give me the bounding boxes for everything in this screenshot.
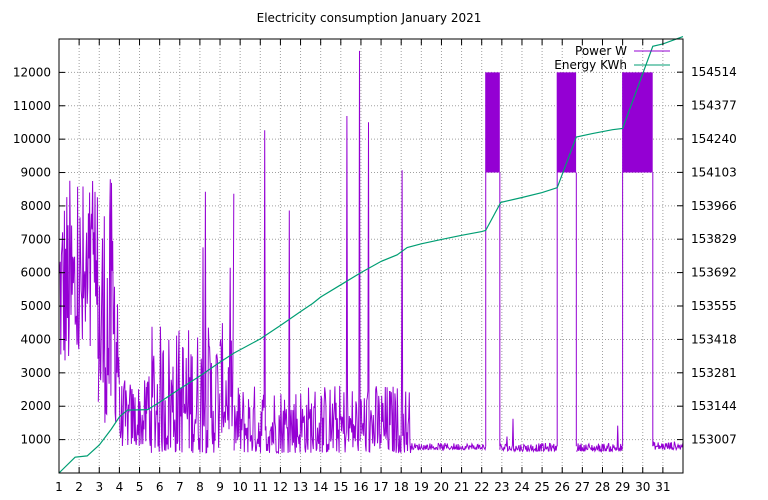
power-segment bbox=[97, 179, 120, 423]
x-tick-label: 5 bbox=[136, 480, 144, 494]
y-right-tick-label: 153555 bbox=[691, 299, 737, 313]
y-left-tick-label: 2000 bbox=[20, 399, 51, 413]
x-tick-label: 17 bbox=[373, 480, 388, 494]
x-tick-label: 30 bbox=[635, 480, 650, 494]
legend-label-energy: Energy KWh bbox=[554, 58, 627, 72]
y-right-tick-label: 154514 bbox=[691, 65, 737, 79]
power-segment bbox=[146, 191, 221, 454]
x-tick-label: 4 bbox=[116, 480, 124, 494]
y-right-tick-label: 153281 bbox=[691, 366, 737, 380]
x-tick-label: 9 bbox=[216, 480, 224, 494]
legend-label-power: Power W bbox=[575, 44, 627, 58]
x-tick-label: 11 bbox=[253, 480, 268, 494]
x-tick-label: 18 bbox=[394, 480, 409, 494]
power-segment bbox=[410, 442, 487, 452]
power-segment bbox=[485, 72, 501, 447]
x-tick-label: 16 bbox=[353, 480, 368, 494]
chart-title: Electricity consumption January 2021 bbox=[257, 11, 482, 25]
x-tick-label: 13 bbox=[293, 480, 308, 494]
y-left-tick-label: 11000 bbox=[13, 99, 51, 113]
x-tick-label: 10 bbox=[233, 480, 248, 494]
x-tick-label: 28 bbox=[595, 480, 610, 494]
power-segment bbox=[499, 418, 558, 453]
power-segment bbox=[219, 193, 235, 433]
y-left-tick-label: 9000 bbox=[20, 166, 51, 180]
y-right-tick-label: 154103 bbox=[691, 165, 737, 179]
energy-series bbox=[58, 36, 684, 474]
x-tick-label: 7 bbox=[176, 480, 184, 494]
y-left-tick-label: 1000 bbox=[20, 433, 51, 447]
plot-frame bbox=[58, 38, 684, 474]
axes: 1 2 3 4 5 6 7 8 9 10 11 12 13 14 15 16 17 18 19 20 21 22 23 24 2… bbox=[13, 38, 737, 494]
x-tick-label: 26 bbox=[555, 480, 570, 494]
y-right-tick-label: 153418 bbox=[691, 332, 737, 346]
y-left-tick-label: 10000 bbox=[13, 132, 51, 146]
x-tick-label: 29 bbox=[615, 480, 630, 494]
y-right-tick-label: 153966 bbox=[691, 199, 737, 213]
y-left-tick-label: 6000 bbox=[20, 266, 51, 280]
power-series bbox=[58, 50, 684, 455]
x-tick-label: 20 bbox=[434, 480, 449, 494]
x-tick-label: 8 bbox=[196, 480, 204, 494]
y-right-tick-label: 154377 bbox=[691, 99, 737, 113]
x-tick-label: 22 bbox=[474, 480, 489, 494]
y-left-tick-label: 7000 bbox=[20, 232, 51, 246]
x-tick-label: 14 bbox=[313, 480, 328, 494]
power-segment bbox=[556, 72, 577, 447]
y-right-tick-label: 153829 bbox=[691, 232, 737, 246]
x-tick-label: 24 bbox=[514, 480, 529, 494]
power-segment bbox=[576, 425, 623, 454]
x-tick-label: 21 bbox=[454, 480, 469, 494]
y-right-tick-label: 154240 bbox=[691, 132, 737, 146]
x-tick-label: 15 bbox=[333, 480, 348, 494]
y-left-tick-label: 8000 bbox=[20, 199, 51, 213]
y-right-tick-label: 153144 bbox=[691, 399, 737, 413]
y-left-tick-label: 12000 bbox=[13, 65, 51, 79]
x-tick-label: 1 bbox=[55, 480, 63, 494]
x-tick-label: 12 bbox=[273, 480, 288, 494]
x-tick-label: 6 bbox=[156, 480, 164, 494]
x-tick-label: 31 bbox=[655, 480, 670, 494]
y-left-tick-label: 5000 bbox=[20, 299, 51, 313]
x-tick-label: 19 bbox=[414, 480, 429, 494]
x-tick-label: 2 bbox=[75, 480, 83, 494]
y-left-tick-label: 3000 bbox=[20, 366, 51, 380]
x-tick-label: 3 bbox=[95, 480, 103, 494]
power-segment bbox=[652, 441, 684, 452]
power-segment bbox=[58, 180, 99, 361]
energy-line bbox=[58, 36, 684, 474]
power-segment bbox=[233, 50, 412, 455]
x-tick-label: 25 bbox=[534, 480, 549, 494]
x-tick-label: 23 bbox=[494, 480, 509, 494]
x-tick-label: 27 bbox=[575, 480, 590, 494]
grid bbox=[58, 39, 683, 473]
y-right-tick-label: 153692 bbox=[691, 266, 737, 280]
power-segment bbox=[118, 380, 147, 447]
y-right-tick-label: 153007 bbox=[691, 433, 737, 447]
power-segment bbox=[622, 72, 654, 447]
y-left-tick-label: 4000 bbox=[20, 332, 51, 346]
